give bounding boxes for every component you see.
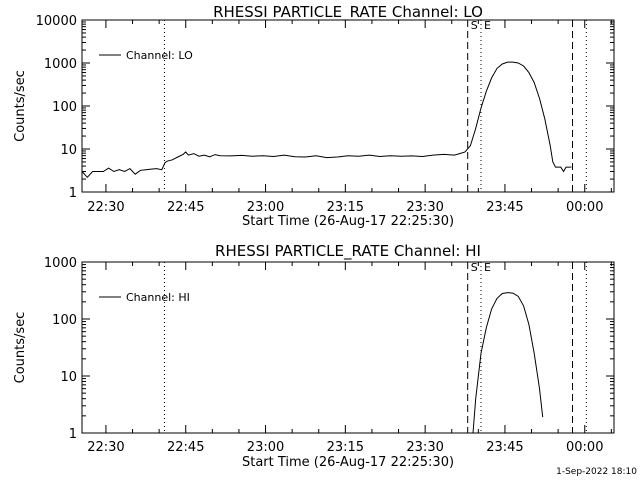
y-tick-label: 10000 bbox=[36, 14, 77, 29]
x-axis-label: Start Time (26-Aug-17 22:25:30) bbox=[242, 214, 454, 229]
x-tick-label: 22:45 bbox=[167, 200, 204, 215]
x-tick-label: 23:30 bbox=[406, 200, 443, 215]
x-tick-label: 23:15 bbox=[327, 200, 364, 215]
y-tick-label: 100 bbox=[52, 313, 77, 328]
x-tick-label: 23:15 bbox=[327, 440, 364, 455]
x-tick-label: 23:45 bbox=[486, 440, 523, 455]
y-tick-label: 100 bbox=[52, 100, 77, 115]
y-tick-label: 1 bbox=[69, 427, 77, 442]
y-tick-label: 1000 bbox=[44, 256, 77, 271]
x-tick-label: 23:45 bbox=[486, 200, 523, 215]
y-tick-label: 10 bbox=[60, 370, 77, 385]
x-tick-label: 00:00 bbox=[566, 200, 603, 215]
x-tick-label: 22:30 bbox=[87, 200, 124, 215]
legend-entry: Channel: HI bbox=[126, 291, 190, 304]
y-axis-label: Counts/sec bbox=[13, 70, 28, 142]
x-tick-label: 22:45 bbox=[167, 440, 204, 455]
plot-frame bbox=[81, 19, 615, 193]
y-tick-label: 10 bbox=[60, 143, 77, 158]
marker-label: E bbox=[484, 261, 491, 274]
x-axis-label: Start Time (26-Aug-17 22:25:30) bbox=[242, 455, 454, 470]
legend-entry: Channel: LO bbox=[126, 49, 193, 62]
y-tick-label: 1000 bbox=[44, 57, 77, 72]
x-tick-label: 23:30 bbox=[406, 440, 443, 455]
x-tick-label: 23:00 bbox=[247, 200, 284, 215]
chart-title: RHESSI PARTICLE_RATE Channel: LO bbox=[213, 3, 483, 22]
marker-label: E bbox=[484, 19, 491, 32]
hi-channel-panel: RHESSI PARTICLE_RATE Channel: HI 1 10 100 10… bbox=[13, 242, 615, 470]
plot-frame bbox=[81, 261, 615, 434]
y-axis-label: Counts/sec bbox=[13, 312, 28, 384]
chart-title: RHESSI PARTICLE_RATE Channel: HI bbox=[215, 242, 481, 261]
series-line bbox=[472, 292, 544, 434]
footer-timestamp: 1-Sep-2022 18:10 bbox=[556, 467, 637, 477]
x-tick-label: 23:00 bbox=[247, 440, 284, 455]
x-tick-label: 00:00 bbox=[566, 440, 603, 455]
marker-label: S bbox=[471, 261, 478, 274]
y-tick-label: 1 bbox=[69, 186, 77, 201]
x-tick-label: 22:30 bbox=[87, 440, 124, 455]
series-line bbox=[81, 61, 572, 179]
marker-label: S bbox=[471, 19, 478, 32]
lo-channel-panel: RHESSI PARTICLE_RATE Channel: LO 1 10 100 10… bbox=[13, 3, 615, 229]
